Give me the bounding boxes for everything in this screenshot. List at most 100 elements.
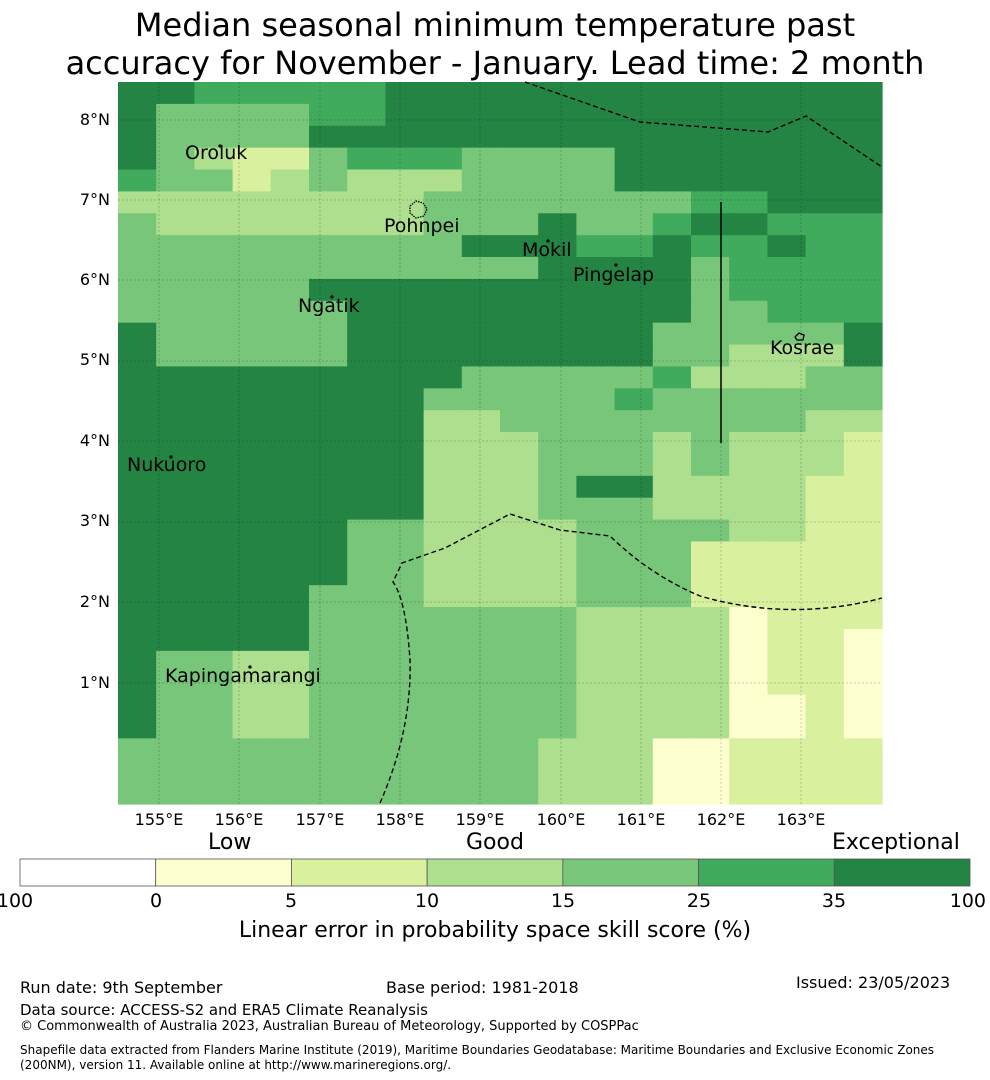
grid-cell — [691, 563, 730, 586]
grid-cell — [118, 169, 157, 192]
grid-cell — [767, 147, 807, 171]
grid-cell — [729, 628, 768, 652]
grid-cell — [423, 519, 463, 543]
grid-cell — [538, 738, 577, 761]
grid-cell — [461, 453, 501, 477]
grid-cell — [729, 716, 768, 739]
grid-cell — [843, 607, 883, 630]
grid-cell — [461, 607, 501, 630]
grid-cell — [614, 738, 654, 761]
lon-label-155e: 155°E — [134, 810, 184, 829]
grid-cell — [729, 541, 768, 564]
grid-cell — [270, 672, 310, 696]
grid-cell — [347, 366, 386, 389]
grid-cell — [576, 782, 616, 805]
grid-cell — [118, 650, 157, 674]
grid-cell — [767, 103, 807, 127]
grid-cell — [347, 563, 386, 586]
grid-cell — [309, 738, 348, 761]
grid-cell — [270, 519, 310, 543]
grid-cell — [500, 738, 539, 761]
cbar-tick-0: 0 — [149, 890, 163, 912]
grid-cell — [194, 322, 234, 346]
grid-cell — [805, 716, 845, 739]
grid-cell — [156, 453, 195, 477]
grid-cell — [232, 366, 272, 389]
grid-cell — [347, 103, 386, 127]
grid-cell — [805, 563, 845, 586]
grid-cell — [194, 169, 234, 192]
grid-cell — [385, 760, 425, 783]
grid-cell — [270, 628, 310, 652]
grid-cell — [805, 278, 845, 302]
grid-cell — [614, 541, 654, 564]
grid-cell — [500, 125, 539, 149]
grid-cell — [652, 475, 692, 499]
grid-cell — [538, 147, 577, 171]
grid-cell — [538, 497, 577, 521]
lat-label-7n: 7°N — [79, 190, 110, 209]
grid-cell — [461, 541, 501, 564]
grid-cell — [538, 278, 577, 302]
grid-cell — [156, 366, 195, 389]
grid-cell — [500, 585, 539, 608]
grid-cell — [347, 169, 386, 192]
grid-cell — [232, 475, 272, 499]
grid-cell — [729, 191, 768, 214]
place-label-kapingamarangi: Kapingamarangi — [165, 665, 321, 687]
cbar-tick-5: 5 — [284, 890, 298, 912]
grid-cell — [538, 257, 577, 280]
grid-cell — [538, 191, 577, 214]
grid-cell — [614, 519, 654, 543]
grid-cell — [347, 628, 386, 652]
kosrae-island-icon — [794, 332, 805, 341]
grid-cell — [691, 760, 730, 783]
grid-cell — [423, 585, 463, 608]
grid-cell — [232, 453, 272, 477]
grid-cell — [118, 738, 157, 761]
grid-cell — [500, 782, 539, 805]
grid-cell — [270, 541, 310, 564]
grid-cell — [232, 278, 272, 302]
grid-cell — [423, 82, 463, 105]
lon-label-159e: 159°E — [455, 810, 505, 829]
grid-cell — [691, 519, 730, 543]
grid-cell — [805, 760, 845, 783]
grid-cell — [461, 388, 501, 411]
grid-cell — [194, 585, 234, 608]
grid-cell — [232, 519, 272, 543]
grid-cell — [309, 322, 348, 346]
grid-cell — [385, 607, 425, 630]
grid-cell — [194, 257, 234, 280]
grid-cell — [767, 191, 807, 214]
grid-cell — [347, 497, 386, 521]
grid-cell — [461, 82, 501, 105]
grid-cell — [805, 694, 845, 718]
grid-cell — [729, 147, 768, 171]
grid-cell — [232, 782, 272, 805]
grid-cell — [576, 760, 616, 783]
grid-cell — [156, 782, 195, 805]
grid-cell — [232, 585, 272, 608]
grid-cell — [118, 191, 157, 214]
colorbar-swatch — [19, 858, 157, 887]
grid-cell — [767, 235, 807, 258]
grid-cell — [729, 213, 768, 236]
grid-cell — [194, 366, 234, 389]
grid-cell — [156, 213, 195, 236]
grid-cell — [270, 716, 310, 739]
grid-cell — [270, 103, 310, 127]
grid-cell — [309, 388, 348, 411]
grid-cell — [691, 410, 730, 433]
grid-cell — [843, 300, 883, 324]
grid-cell — [843, 650, 883, 674]
grid-cell — [614, 672, 654, 696]
grid-cell — [729, 278, 768, 302]
grid-cell — [461, 432, 501, 455]
grid-cell — [309, 103, 348, 127]
grid-cell — [194, 760, 234, 783]
grid-cell — [309, 716, 348, 739]
grid-cell — [194, 541, 234, 564]
grid-cell — [729, 497, 768, 521]
grid-cell — [614, 322, 654, 346]
